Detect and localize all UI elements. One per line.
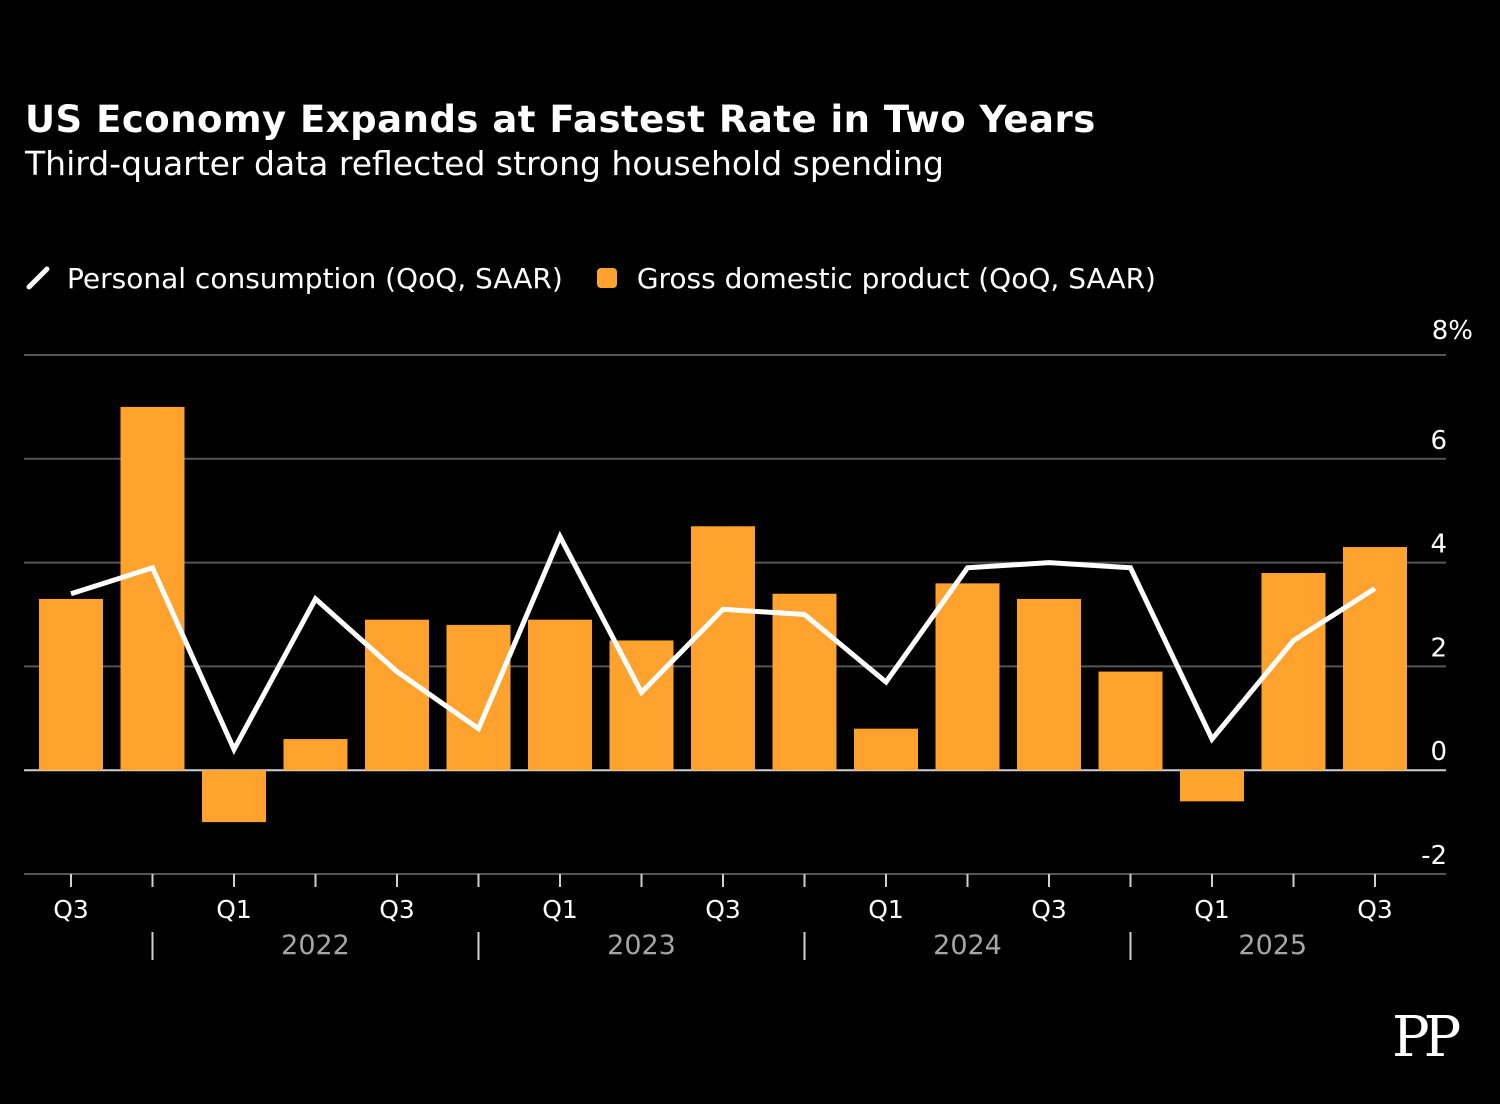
chart-subtitle: Third-quarter data reflected strong hous… (25, 144, 944, 183)
legend-item-gdp: Gross domestic product (QoQ, SAAR) (596, 261, 1156, 295)
x-tick-label: Q3 (53, 895, 89, 924)
x-tick-label: Q3 (705, 895, 741, 924)
y-tick-label: 0 (1430, 737, 1447, 767)
x-axis: Q3 Q1 Q3 Q1 Q3 Q1 Q3 Q1 Q3 2022 2023 2024 2025 (53, 874, 1393, 961)
gdp-bar (528, 619, 592, 771)
x-tick-label: Q3 (1357, 895, 1393, 924)
y-tick-label: 6 (1430, 426, 1447, 456)
year-label: 2022 (281, 930, 350, 961)
consumption-line-layer (70, 530, 1377, 756)
gdp-bar (772, 593, 837, 771)
y-tick-label: 2 (1430, 633, 1447, 663)
legend: Personal consumption (QoQ, SAAR) Gross d… (25, 258, 1190, 298)
x-tick-label: Q1 (868, 895, 904, 924)
square-icon (596, 268, 617, 288)
gdp-bar (609, 640, 674, 771)
legend-label-personal-consumption: Personal consumption (QoQ, SAAR) (67, 261, 563, 295)
y-axis-labels: 8% 6 4 2 0 -2 (1421, 316, 1473, 871)
x-tick-label: Q1 (542, 895, 578, 924)
gdp-bar (1261, 572, 1326, 771)
y-tick-label: 8% (1432, 316, 1473, 346)
x-tick-label: Q3 (1031, 895, 1067, 924)
gdp-bars (39, 406, 1407, 823)
gdp-bar (446, 624, 511, 771)
gdp-bar (854, 728, 918, 771)
gdp-bar (39, 598, 103, 771)
gdp-bar (1180, 770, 1244, 802)
publisher-logo: PP (1392, 1005, 1461, 1070)
gdp-bar (283, 739, 348, 771)
line-icon (26, 266, 50, 290)
year-label: 2024 (933, 930, 1002, 961)
x-tick-label: Q1 (1194, 895, 1230, 924)
gdp-bar (691, 526, 755, 771)
consumption-line (70, 530, 1377, 756)
legend-item-personal-consumption: Personal consumption (QoQ, SAAR) (25, 262, 563, 295)
gdp-bar (202, 770, 266, 823)
y-tick-label: 4 (1430, 530, 1447, 560)
chart-title: US Economy Expands at Fastest Rate in Tw… (25, 98, 1096, 141)
year-label: 2025 (1238, 930, 1307, 961)
gdp-bar (1098, 671, 1163, 771)
gdp-bar (1343, 547, 1407, 771)
x-tick-label: Q1 (216, 895, 252, 924)
year-label: 2023 (607, 930, 676, 961)
gdp-bar (365, 619, 429, 771)
legend-label-gdp: Gross domestic product (QoQ, SAAR) (636, 261, 1156, 295)
y-tick-label: -2 (1421, 841, 1447, 871)
x-tick-label: Q3 (379, 895, 415, 924)
gdp-bar (935, 583, 1000, 771)
gdp-bar (120, 406, 185, 771)
gdp-bar (1017, 598, 1081, 771)
